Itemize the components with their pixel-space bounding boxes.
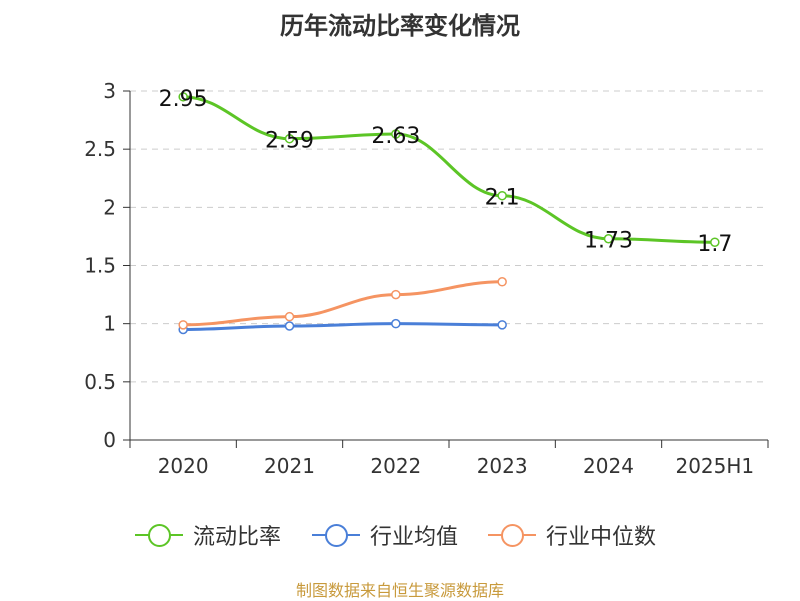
data-label-current-ratio: 1.7 <box>697 232 732 257</box>
chart-title: 历年流动比率变化情况 <box>280 12 520 40</box>
data-point-current-ratio <box>710 237 720 247</box>
data-label-current-ratio: 2.95 <box>159 87 208 112</box>
legend-item-industry-mean[interactable]: 行业均值 <box>312 520 458 550</box>
data-point-industry-median <box>391 289 401 300</box>
x-tick-label: 2022 <box>370 454 421 478</box>
data-point-current-ratio <box>391 129 401 139</box>
series-line-industry-median <box>181 280 504 327</box>
source-note: 制图数据来自恒生聚源数据库 <box>295 581 504 600</box>
data-point-industry-mean <box>284 321 295 331</box>
y-tick-label: 0.5 <box>84 370 116 394</box>
data-point-current-ratio <box>603 233 614 244</box>
legend-swatch-industry-mean <box>312 520 360 550</box>
legend-item-current-ratio[interactable]: 流动比率 <box>135 520 281 550</box>
y-tick-label: 1 <box>103 312 116 336</box>
grid-lines <box>130 90 768 383</box>
x-tick-label: 2025H1 <box>675 454 754 478</box>
data-point-industry-mean <box>391 318 401 329</box>
y-tick-label: 0 <box>103 428 116 452</box>
data-point-industry-median <box>497 277 507 287</box>
data-point-current-ratio <box>284 133 295 144</box>
axes: 0 0.5 1 1.5 2 2.5 3 2020 2021 2022 2023 2024 2025H1 <box>84 79 769 478</box>
x-tick-label: 2023 <box>477 454 528 478</box>
data-point-current-ratio <box>178 92 188 102</box>
data-label-current-ratio: 1.73 <box>584 229 633 254</box>
legend-label-industry-median: 行业中位数 <box>546 525 657 550</box>
data-point-industry-median <box>284 311 295 322</box>
y-tick-label: 3 <box>103 79 116 103</box>
series-line-industry-mean <box>181 322 504 331</box>
data-point-industry-mean <box>497 320 507 330</box>
x-tick-label: 2024 <box>583 454 634 478</box>
legend-swatch-industry-median <box>488 520 536 550</box>
legend-swatch-current-ratio <box>135 520 183 550</box>
data-point-current-ratio <box>497 190 507 201</box>
data-label-current-ratio: 2.1 <box>485 186 520 211</box>
y-tick-label: 1.5 <box>84 254 116 278</box>
legend-label-industry-mean: 行业均值 <box>370 525 459 550</box>
y-tick-label: 2 <box>103 195 116 219</box>
series-lines <box>178 92 720 335</box>
x-tick-label: 2021 <box>264 454 315 478</box>
data-point-industry-median <box>178 320 188 330</box>
x-tick-label: 2020 <box>158 454 209 478</box>
data-label-current-ratio: 2.59 <box>265 129 314 154</box>
data-label-current-ratio: 2.63 <box>371 124 420 149</box>
series-line-current-ratio <box>181 95 717 244</box>
data-labels: 2.95 2.59 2.63 2.1 1.73 1.7 <box>159 87 733 257</box>
y-tick-label: 2.5 <box>84 137 116 161</box>
legend-item-industry-median[interactable]: 行业中位数 <box>488 520 656 550</box>
legend-label-current-ratio: 流动比率 <box>193 525 282 550</box>
